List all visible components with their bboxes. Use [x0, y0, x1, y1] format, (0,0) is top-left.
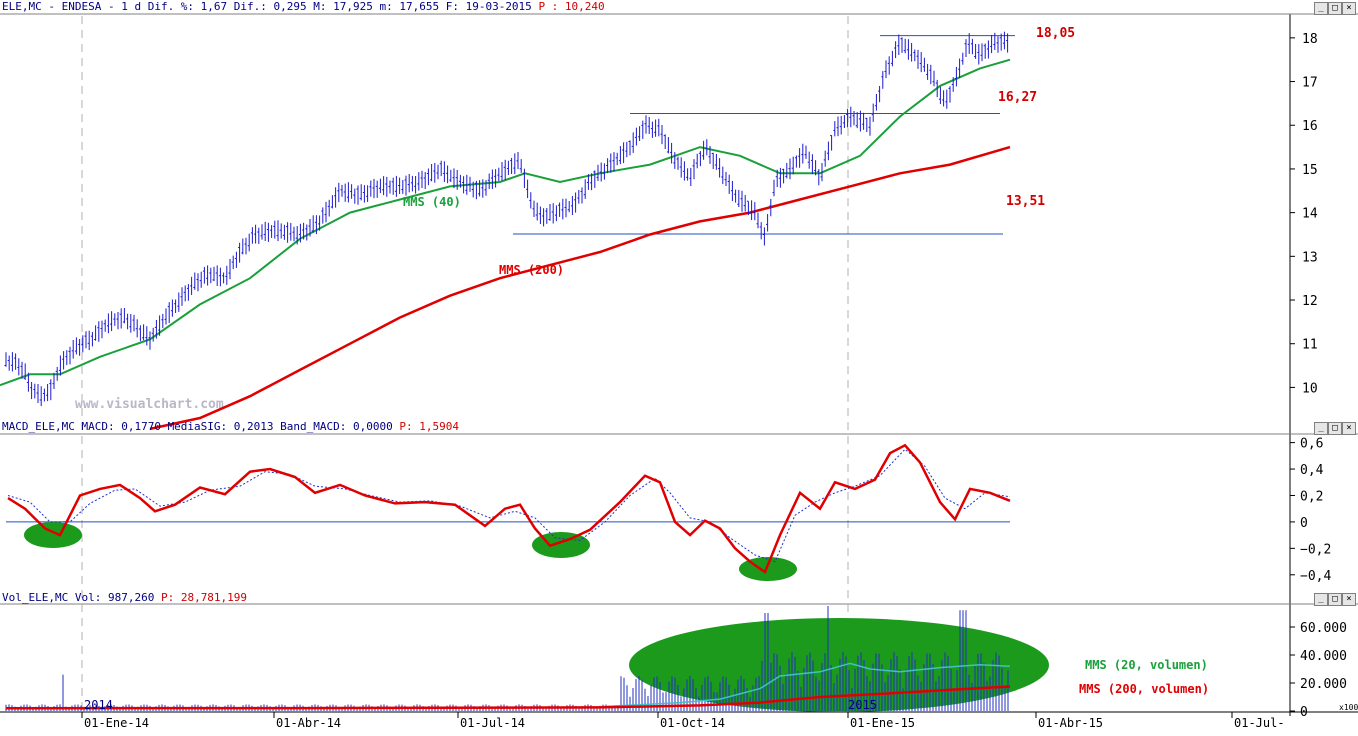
macd-tick-label: −0,2	[1300, 542, 1331, 557]
watermark: www.visualchart.com	[75, 397, 224, 412]
ma40-label: MMS (40)	[403, 195, 461, 209]
volume-maximize-button[interactable]: □	[1328, 593, 1342, 606]
price-header-text: ELE,MC - ENDESA - 1 d Dif. %: 1,67 Dif.:…	[2, 0, 532, 13]
price-tick-label: 11	[1302, 338, 1318, 353]
ma40-line	[0, 58, 1011, 387]
volume-highlight-ellipse	[629, 618, 1049, 712]
volume-ma200-line	[5, 685, 1011, 710]
price-tick-label: 10	[1302, 381, 1318, 396]
close-button[interactable]: ×	[1342, 2, 1356, 15]
volume-tick-label: 0	[1300, 705, 1308, 720]
volume-header-p: P: 28,781,199	[160, 591, 248, 604]
macd-close-button[interactable]: ×	[1342, 422, 1356, 435]
level-label-16-27: 16,27	[998, 90, 1037, 105]
price-tick-label: 12	[1302, 294, 1318, 309]
year-label-2014: 2014	[84, 698, 113, 712]
macd-tick-label: 0,4	[1300, 463, 1324, 478]
volume-tick-label: 40.000	[1300, 649, 1347, 664]
minimize-button[interactable]: _	[1314, 2, 1328, 15]
macd-panel-header: MACD_ELE,MC MACD: 0,1770 MediaSIG: 0,201…	[2, 420, 459, 434]
price-bars	[4, 31, 1009, 407]
ma200-line	[149, 145, 1011, 431]
price-tick-label: 16	[1302, 119, 1318, 134]
macd-header-p: P: 1,5904	[399, 420, 459, 433]
volume-close-button[interactable]: ×	[1342, 593, 1356, 606]
macd-maximize-button[interactable]: □	[1328, 422, 1342, 435]
price-tick-label: 18	[1302, 32, 1318, 47]
macd-minimize-button[interactable]: _	[1314, 422, 1328, 435]
level-label-13-51: 13,51	[1006, 194, 1045, 209]
macd-header-text: MACD_ELE,MC MACD: 0,1770 MediaSIG: 0,201…	[2, 420, 393, 433]
volume-bars	[5, 606, 1009, 711]
macd-tick-label: 0	[1300, 516, 1308, 531]
x-tick-label: 01-Abr-14	[276, 716, 341, 730]
volume-ma20-label: MMS (20, volumen)	[1085, 658, 1208, 672]
ma200-label: MMS (200)	[499, 263, 564, 277]
level-label-18-05: 18,05	[1036, 26, 1075, 41]
macd-highlight-ellipse	[24, 522, 82, 548]
volume-panel-header: Vol_ELE,MC Vol: 987,260 P: 28,781,199	[2, 591, 247, 605]
x-tick-label: 01-Jul-	[1234, 716, 1285, 730]
price-panel-header: ELE,MC - ENDESA - 1 d Dif. %: 1,67 Dif.:…	[2, 0, 605, 14]
volume-unit-label: x100	[1339, 703, 1358, 712]
macd-tick-label: −0,4	[1300, 569, 1331, 584]
macd-highlight-ellipse	[532, 532, 590, 558]
volume-tick-label: 60.000	[1300, 621, 1347, 636]
macd-tick-label: 0,2	[1300, 489, 1323, 504]
volume-minimize-button[interactable]: _	[1314, 593, 1328, 606]
macd-signal-line	[7, 448, 1011, 563]
x-tick-label: 01-Ene-14	[84, 716, 149, 730]
price-tick-label: 15	[1302, 163, 1318, 178]
volume-ma200-label: MMS (200, volumen)	[1079, 682, 1209, 696]
year-label-2015: 2015	[848, 698, 877, 712]
maximize-button[interactable]: □	[1328, 2, 1342, 15]
x-tick-label: 01-Jul-14	[460, 716, 525, 730]
x-tick-label: 01-Abr-15	[1038, 716, 1103, 730]
price-tick-label: 13	[1302, 250, 1318, 265]
x-tick-label: 01-Ene-15	[850, 716, 915, 730]
volume-tick-label: 20.000	[1300, 677, 1347, 692]
price-tick-label: 17	[1302, 76, 1318, 91]
volume-header-text: Vol_ELE,MC Vol: 987,260	[2, 591, 155, 604]
macd-tick-label: 0,6	[1300, 437, 1323, 452]
x-tick-label: 01-Oct-14	[660, 716, 725, 730]
macd-line	[7, 443, 1011, 575]
price-tick-label: 14	[1302, 207, 1318, 222]
volume-ma20-line	[599, 662, 1011, 708]
price-header-p: P : 10,240	[538, 0, 605, 13]
